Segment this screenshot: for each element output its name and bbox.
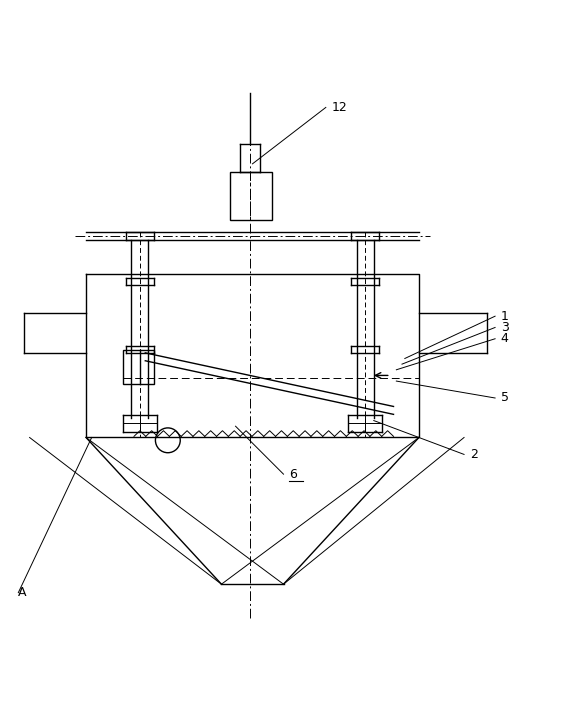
Bar	[122, 350, 154, 384]
Text: 3: 3	[501, 321, 509, 334]
Text: A: A	[18, 587, 27, 599]
Text: 4: 4	[501, 332, 509, 346]
Text: 6: 6	[289, 467, 297, 480]
Text: 12: 12	[332, 101, 347, 114]
Text: 1: 1	[501, 310, 509, 323]
Text: 5: 5	[501, 391, 509, 404]
Bar	[230, 172, 272, 220]
Text: 2: 2	[469, 448, 477, 461]
